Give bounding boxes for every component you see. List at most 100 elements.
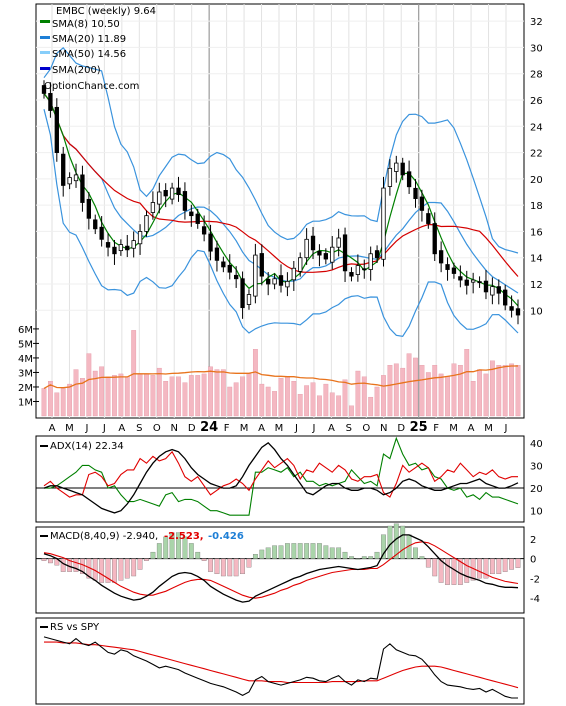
macd-histogram bbox=[41, 523, 521, 585]
volume-bar bbox=[285, 376, 290, 417]
macd-legend: MACD(8,40,9) -2.940, -2.523, -0.426 bbox=[40, 531, 244, 542]
candle-body bbox=[432, 223, 437, 255]
adx-lines bbox=[43, 436, 519, 516]
price-tick-label: 30 bbox=[530, 43, 543, 54]
candle-body bbox=[118, 244, 124, 252]
volume-bar bbox=[509, 363, 514, 417]
macd-lines bbox=[43, 534, 519, 603]
legend-title: EMBC (weekly) 9.64 bbox=[56, 6, 156, 17]
volume-bar bbox=[483, 373, 489, 417]
volume-bar bbox=[67, 383, 73, 417]
macd-histogram-bar bbox=[208, 558, 213, 572]
x-tick-label: M bbox=[449, 423, 458, 434]
bollinger-lower-band bbox=[43, 109, 519, 337]
volume-bar bbox=[355, 370, 361, 417]
macd-histogram-bar bbox=[60, 558, 66, 572]
macd-histogram-bar bbox=[483, 558, 489, 579]
volume-bar bbox=[220, 369, 226, 417]
macd-title: MACD(8,40,9) -2.940, bbox=[50, 531, 158, 542]
price-tick-label: 22 bbox=[530, 149, 543, 160]
x-tick-label: S bbox=[346, 423, 352, 434]
candle-body bbox=[259, 253, 264, 277]
volume-tick-label: 3M bbox=[18, 368, 33, 379]
volume-bar bbox=[393, 363, 399, 417]
candle-body bbox=[419, 196, 425, 211]
macd-tick-label: 2 bbox=[530, 535, 536, 546]
x-tick-label: 24 bbox=[200, 420, 218, 435]
macd-histogram-bar bbox=[310, 543, 316, 559]
macd-histogram-bar bbox=[336, 547, 342, 559]
price-legend: EMBC (weekly) 9.64 SMA(8) 10.50 SMA(20) … bbox=[40, 6, 156, 92]
volume-bar bbox=[92, 370, 98, 417]
candle-body bbox=[189, 211, 194, 217]
volume-bar bbox=[381, 375, 386, 417]
candle-body bbox=[73, 174, 79, 182]
macd-histogram-bar bbox=[48, 558, 53, 564]
rs-panel: RS vs SPY bbox=[35, 617, 525, 705]
volume-bar bbox=[464, 349, 470, 417]
candle-body bbox=[330, 246, 335, 263]
macd-histogram-bar bbox=[361, 556, 367, 559]
macd-signal-line bbox=[43, 541, 519, 599]
macd-histogram-bar bbox=[41, 558, 47, 561]
volume-bar bbox=[297, 394, 303, 417]
volume-bar bbox=[188, 375, 194, 417]
candle-body bbox=[176, 187, 181, 196]
macd-histogram-bar bbox=[464, 558, 470, 583]
volume-bar bbox=[259, 383, 265, 417]
candle-body bbox=[381, 187, 386, 260]
volume-bar bbox=[329, 392, 335, 417]
x-tick-label: A bbox=[328, 423, 335, 434]
volume-bar bbox=[246, 373, 252, 417]
x-tick-label: D bbox=[188, 423, 196, 434]
x-axis-months: A M J J A S O N D 24 F M A M J J A S O N D 25 F M A M J bbox=[49, 420, 508, 435]
price-tick-label: 10 bbox=[530, 306, 543, 317]
volume-bar bbox=[240, 376, 245, 417]
price-tick-label: 26 bbox=[530, 96, 543, 107]
macd-histogram-bar bbox=[323, 545, 329, 559]
adx-line bbox=[43, 441, 519, 514]
volume-bar bbox=[470, 381, 476, 417]
candle-body bbox=[394, 162, 399, 172]
macd-histogram-bar bbox=[80, 558, 85, 575]
volume-bar bbox=[419, 365, 425, 417]
macd-histogram-bar bbox=[297, 543, 303, 559]
volume-tick-label: 4M bbox=[18, 354, 33, 365]
macd-histogram-bar bbox=[329, 547, 335, 559]
macd-histogram-bar bbox=[73, 558, 79, 572]
adx-legend: ADX(14) 22.34 bbox=[40, 441, 124, 452]
legend-swatch-sma200 bbox=[40, 67, 50, 70]
macd-histogram-bar bbox=[99, 558, 105, 583]
volume-bar bbox=[489, 360, 495, 417]
macd-histogram-bar bbox=[214, 558, 220, 575]
volume-bar bbox=[73, 369, 79, 417]
macd-histogram-bar bbox=[400, 525, 406, 559]
macd-histogram-bar bbox=[176, 532, 181, 559]
volume-tick-label: 6M bbox=[18, 325, 33, 336]
x-tick-label: A bbox=[258, 423, 265, 434]
volume-bar bbox=[304, 385, 310, 417]
x-tick-label: J bbox=[504, 423, 508, 434]
x-tick-label: A bbox=[468, 423, 475, 434]
rs-lines bbox=[43, 636, 519, 699]
candle-body bbox=[368, 253, 373, 270]
adx-panel: 10 20 30 40 ADX(14) 22.34 bbox=[35, 435, 543, 523]
volume-bar bbox=[477, 369, 482, 417]
macd-histogram-bar bbox=[304, 543, 310, 559]
volume-bar bbox=[374, 386, 380, 417]
macd-histogram-bar bbox=[169, 532, 175, 559]
volume-bar bbox=[195, 375, 201, 417]
candle-body bbox=[451, 267, 457, 274]
candle-body bbox=[201, 226, 207, 235]
volume-tick-label: 1M bbox=[18, 397, 33, 408]
rs-panel-frame bbox=[35, 617, 525, 705]
macd-histogram-bar bbox=[349, 556, 354, 559]
volume-bar bbox=[413, 357, 418, 417]
volume-average-line bbox=[43, 365, 518, 389]
volume-bar bbox=[310, 382, 316, 417]
macd-histogram-bar bbox=[451, 558, 457, 585]
volume-bar bbox=[144, 373, 149, 417]
candle-body bbox=[278, 275, 284, 286]
volume-bar bbox=[105, 376, 111, 417]
candle-body bbox=[86, 198, 91, 219]
